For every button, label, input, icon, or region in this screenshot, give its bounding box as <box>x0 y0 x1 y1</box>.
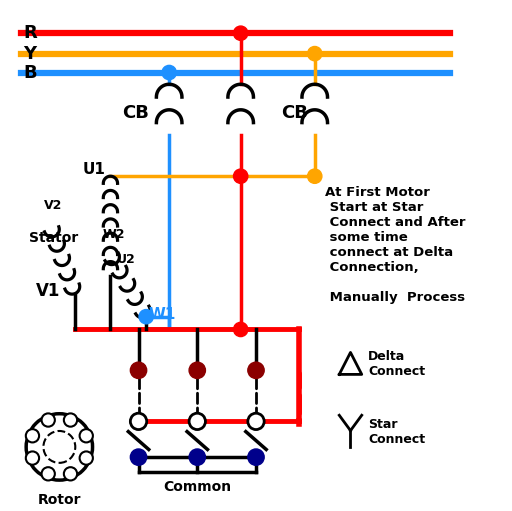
Circle shape <box>233 169 248 183</box>
Text: W1: W1 <box>149 307 176 322</box>
Text: B: B <box>24 63 37 82</box>
Circle shape <box>189 449 205 466</box>
Text: R: R <box>24 24 37 42</box>
Text: Rotor: Rotor <box>37 493 81 507</box>
Circle shape <box>131 449 147 466</box>
Circle shape <box>308 47 322 61</box>
Text: W2: W2 <box>103 227 125 241</box>
Circle shape <box>248 362 264 379</box>
Circle shape <box>41 413 55 427</box>
Circle shape <box>131 362 147 379</box>
Circle shape <box>248 449 264 466</box>
Circle shape <box>248 413 264 430</box>
Text: Stator: Stator <box>29 230 78 244</box>
Circle shape <box>162 65 176 80</box>
Text: V1: V1 <box>36 282 61 300</box>
Circle shape <box>189 413 205 430</box>
Text: At First Motor
 Start at Star
 Connect and After
 some time
 connect at Delta
 C: At First Motor Start at Star Connect and… <box>325 187 465 305</box>
Text: Common: Common <box>163 480 231 494</box>
Text: V2: V2 <box>44 199 62 213</box>
Text: Y: Y <box>24 44 37 63</box>
Circle shape <box>79 429 93 443</box>
Circle shape <box>64 467 77 480</box>
Text: CB: CB <box>122 104 150 123</box>
Circle shape <box>79 451 93 464</box>
Circle shape <box>189 362 205 379</box>
Circle shape <box>139 310 153 324</box>
Text: Star
Connect: Star Connect <box>368 417 425 446</box>
Text: U2: U2 <box>117 253 135 266</box>
Text: CB: CB <box>281 104 308 123</box>
Circle shape <box>131 413 147 430</box>
Circle shape <box>308 169 322 183</box>
Text: Delta
Connect: Delta Connect <box>368 350 425 378</box>
Circle shape <box>41 467 55 480</box>
Circle shape <box>26 451 39 464</box>
Text: U1: U1 <box>82 161 105 177</box>
Circle shape <box>233 26 248 40</box>
Circle shape <box>64 413 77 427</box>
Circle shape <box>233 322 248 337</box>
Circle shape <box>26 429 39 443</box>
